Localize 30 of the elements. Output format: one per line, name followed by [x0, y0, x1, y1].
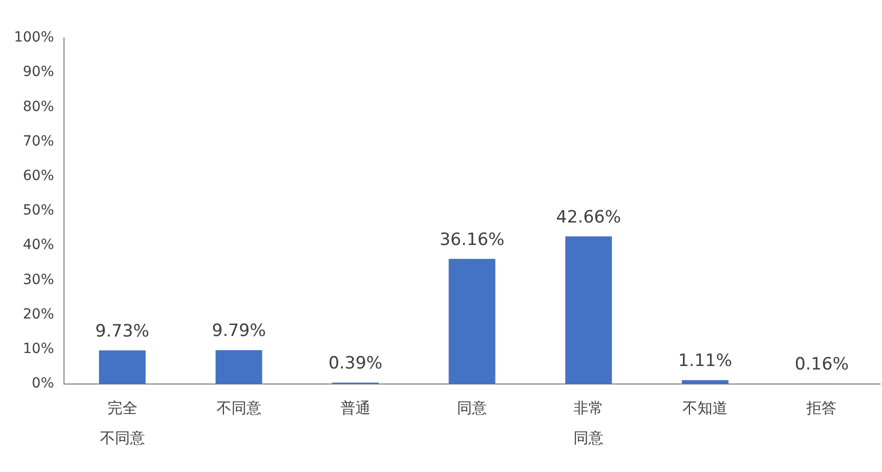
data-label: 36.16% — [440, 230, 504, 250]
y-tick-label: 20% — [22, 306, 54, 322]
x-tick-label: 普通 — [340, 398, 370, 417]
y-tick-label: 90% — [22, 64, 54, 80]
data-label: 0.16% — [794, 354, 849, 374]
y-tick-label: 100% — [14, 30, 54, 46]
y-tick-label: 30% — [22, 272, 54, 288]
y-tick-label: 60% — [22, 168, 54, 184]
y-tick-label: 80% — [22, 98, 54, 115]
x-tick-label: 同意 — [457, 398, 488, 417]
bar — [565, 236, 612, 384]
x-tick-label: 不知道 — [682, 398, 728, 417]
x-tick-label: 拒答 — [806, 398, 837, 417]
data-label: 1.11% — [678, 351, 732, 372]
bar — [448, 258, 496, 384]
y-tick-label: 50% — [22, 202, 54, 219]
x-tick-label: 非常同意 — [574, 398, 604, 447]
y-tick-label: 10% — [22, 341, 54, 358]
x-tick-label: 不同意 — [216, 398, 262, 417]
data-label: 9.73% — [95, 321, 150, 342]
bar — [216, 350, 262, 384]
x-tick-label: 完全不同意 — [100, 398, 145, 447]
bar — [98, 350, 146, 384]
y-tick-label: 70% — [22, 133, 54, 150]
bar — [682, 380, 728, 384]
data-label: 0.39% — [328, 354, 382, 374]
y-tick-label: 40% — [22, 237, 54, 254]
data-label: 9.79% — [212, 321, 266, 342]
data-label: 42.66% — [556, 207, 621, 228]
y-tick-label: 0% — [32, 376, 54, 392]
